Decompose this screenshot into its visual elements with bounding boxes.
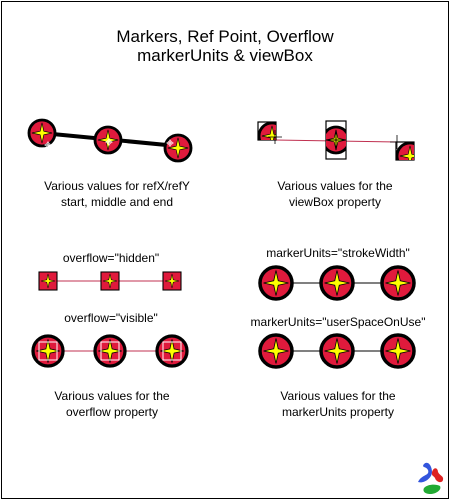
svg-logo-icon: [418, 462, 444, 494]
hidden-marker-icon: [38, 271, 58, 291]
overflow-caption-line-1: Various values for the: [54, 389, 169, 403]
overflow-hidden-label: overflow="hidden": [63, 251, 159, 265]
visible-marker-icon: [93, 334, 127, 368]
marker-units-user-space-label: markerUnits="userSpaceOnUse": [251, 315, 426, 329]
hidden-marker-icon: [162, 271, 182, 291]
overflow-visible-label: overflow="visible": [64, 311, 158, 325]
marker-units-stroke-width-example: [258, 265, 416, 301]
viewbox-example: [257, 120, 415, 161]
title-line-2: markerUnits & viewBox: [137, 46, 313, 65]
marker-units-stroke-width-label: markerUnits="strokeWidth": [266, 246, 410, 260]
marker-units-caption-line-1: Various values for the: [280, 389, 395, 403]
title-line-1: Markers, Ref Point, Overflow: [116, 27, 334, 46]
user-space-marker-icon: [258, 333, 294, 369]
refxy-caption-line-2: start, middle and end: [61, 195, 173, 209]
stroke-width-marker-icon: [319, 265, 355, 301]
marker-units-user-space-example: [258, 333, 416, 369]
visible-marker-icon: [31, 334, 65, 368]
stroke-width-marker-icon: [258, 265, 294, 301]
overflow-hidden-example: [38, 271, 182, 291]
user-space-marker-icon: [319, 333, 355, 369]
refxy-example: [27, 118, 193, 163]
overflow-visible-example: [31, 334, 189, 368]
marker-units-caption-line-2: markerUnits property: [282, 405, 394, 419]
visible-marker-icon: [155, 334, 189, 368]
start-marker-icon: [27, 118, 57, 148]
stroke-width-marker-icon: [380, 265, 416, 301]
viewbox-caption-line-1: Various values for the: [277, 179, 392, 193]
user-space-marker-icon: [380, 333, 416, 369]
viewbox-caption-line-2: viewBox property: [289, 195, 381, 209]
hidden-marker-icon: [100, 271, 120, 291]
refxy-caption-line-1: Various values for refX/refY: [44, 179, 190, 193]
overflow-caption-line-2: overflow property: [66, 405, 158, 419]
end-marker-icon: [163, 133, 193, 163]
